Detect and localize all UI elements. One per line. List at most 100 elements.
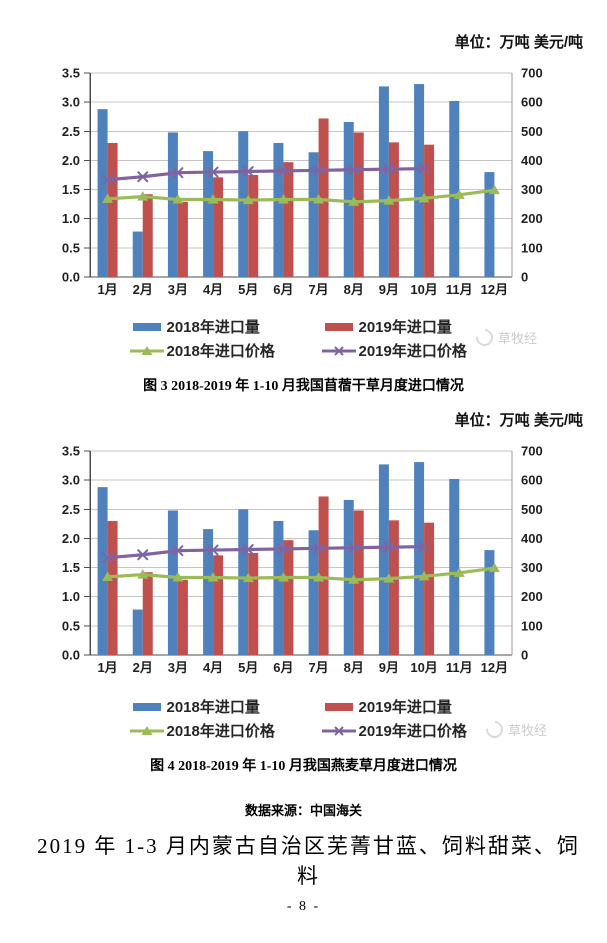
- legend-row: 2018年进口价格 2019年进口价格: [0, 340, 607, 361]
- legend-bar-swatch-icon: [324, 322, 353, 331]
- legend-item-label: 2018年进口量: [166, 699, 260, 716]
- svg-text:0: 0: [521, 270, 528, 285]
- data-source-line: 数据来源：中国海关: [244, 803, 362, 818]
- svg-text:10月: 10月: [410, 282, 437, 297]
- legend-row: 2018年进口量 2019年进口量: [0, 316, 607, 337]
- figure4-chart-canvas: 0.0 0.5 1.0 1.5 2.0 2.5 3.0 3.5 0 100 200 300 400 500…: [62, 444, 543, 676]
- svg-text:0.5: 0.5: [62, 618, 80, 633]
- svg-text:100: 100: [521, 618, 543, 633]
- svg-text:10月: 10月: [410, 660, 437, 675]
- svg-text:5月: 5月: [238, 660, 258, 675]
- svg-text:300: 300: [521, 182, 543, 197]
- legend-item-label: 2018年进口价格: [166, 723, 275, 740]
- svg-text:7月: 7月: [308, 282, 328, 297]
- figure3-units-label: 单位：万吨 美元/吨: [454, 34, 583, 51]
- svg-text:1.5: 1.5: [62, 560, 80, 575]
- svg-text:11月: 11月: [446, 660, 473, 675]
- legend-item: 2019年进口量: [321, 316, 479, 337]
- svg-text:2.0: 2.0: [62, 531, 80, 546]
- legend-x-line-icon: [321, 345, 356, 356]
- watermark-text: 草牧经: [498, 331, 538, 346]
- svg-text:5月: 5月: [238, 282, 258, 297]
- svg-text:600: 600: [521, 95, 543, 110]
- legend-row: 2018年进口量 2019年进口量: [0, 696, 607, 717]
- figure4-caption: 图 4 2018-2019 年 1-10 月我国燕麦草月度进口情况: [150, 759, 457, 774]
- legend-item: 2018年进口量: [129, 316, 287, 337]
- svg-text:200: 200: [521, 589, 543, 604]
- svg-text:6月: 6月: [273, 282, 293, 297]
- svg-text:2月: 2月: [133, 660, 153, 675]
- svg-text:1.0: 1.0: [62, 211, 80, 226]
- legend-row: 2018年进口价格 2019年进口价格: [0, 720, 607, 741]
- svg-text:3.5: 3.5: [62, 66, 80, 81]
- legend-item: 2019年进口价格: [321, 340, 479, 361]
- legend-item-label: 2018年进口量: [166, 319, 260, 336]
- svg-text:0.0: 0.0: [62, 648, 80, 663]
- svg-text:1.0: 1.0: [62, 589, 80, 604]
- svg-text:0.5: 0.5: [62, 240, 80, 255]
- svg-text:2.5: 2.5: [62, 502, 80, 517]
- svg-text:11月: 11月: [446, 282, 473, 297]
- legend-x-line-icon: [321, 725, 356, 736]
- figure3-chart-canvas: 0.0 0.5 1.0 1.5 2.0 2.5 3.0 3.5 0 100 200 300 400 500…: [62, 66, 543, 298]
- legend-item: 2018年进口价格: [129, 340, 287, 361]
- svg-text:3月: 3月: [168, 282, 188, 297]
- svg-text:4月: 4月: [203, 282, 223, 297]
- legend-item: 2018年进口量: [129, 696, 287, 717]
- svg-text:1.5: 1.5: [62, 182, 80, 197]
- svg-text:3.0: 3.0: [62, 473, 80, 488]
- figure3-legend: 2018年进口量 2019年进口量 2018年进口价格 2019年进口价格: [0, 316, 607, 361]
- svg-text:2.5: 2.5: [62, 124, 80, 139]
- svg-text:2.0: 2.0: [62, 153, 80, 168]
- svg-text:3.0: 3.0: [62, 95, 80, 110]
- svg-text:4月: 4月: [203, 660, 223, 675]
- svg-text:400: 400: [521, 153, 543, 168]
- legend-triangle-line-icon: [129, 725, 164, 735]
- legend-triangle-line-icon: [129, 345, 164, 355]
- svg-text:7月: 7月: [308, 660, 328, 675]
- legend-item-label: 2018年进口价格: [166, 343, 275, 360]
- watermark-text: 草牧经: [508, 723, 548, 738]
- legend-bar-swatch-icon: [324, 702, 353, 711]
- legend-bar-swatch-icon: [132, 322, 161, 331]
- page-number: - 8 -: [286, 899, 321, 914]
- figure3-watermark: 草牧经: [472, 325, 538, 350]
- svg-text:0: 0: [521, 648, 528, 663]
- svg-text:8月: 8月: [344, 660, 364, 675]
- svg-text:12月: 12月: [481, 282, 508, 297]
- watermark-logo-icon: [482, 717, 507, 742]
- legend-item: 2019年进口价格: [321, 720, 479, 741]
- svg-text:300: 300: [521, 560, 543, 575]
- legend-item: 2018年进口价格: [129, 720, 287, 741]
- legend-item: 2019年进口量: [321, 696, 479, 717]
- svg-text:8月: 8月: [344, 282, 364, 297]
- svg-text:400: 400: [521, 531, 543, 546]
- svg-text:600: 600: [521, 473, 543, 488]
- legend-item-label: 2019年进口价格: [358, 343, 467, 360]
- legend-item-label: 2019年进口价格: [358, 723, 467, 740]
- svg-text:700: 700: [521, 66, 543, 81]
- svg-text:500: 500: [521, 124, 543, 139]
- legend-bar-swatch-icon: [132, 702, 161, 711]
- svg-text:200: 200: [521, 211, 543, 226]
- svg-text:0.0: 0.0: [62, 270, 80, 285]
- svg-text:500: 500: [521, 502, 543, 517]
- svg-text:12月: 12月: [481, 660, 508, 675]
- figure4-watermark: 草牧经: [482, 717, 548, 742]
- svg-text:1月: 1月: [97, 282, 117, 297]
- legend-item-label: 2019年进口量: [358, 699, 452, 716]
- svg-text:100: 100: [521, 240, 543, 255]
- svg-text:9月: 9月: [379, 282, 399, 297]
- watermark-logo-icon: [472, 325, 497, 350]
- section-heading: 2019 年 1-3 月内蒙古自治区芜菁甘蓝、饲料甜菜、饲料: [37, 834, 580, 888]
- svg-text:2月: 2月: [133, 282, 153, 297]
- figure4-units-label: 单位：万吨 美元/吨: [454, 412, 583, 429]
- svg-text:6月: 6月: [273, 660, 293, 675]
- figure4-legend: 2018年进口量 2019年进口量 2018年进口价格 2019年进口价格: [0, 696, 607, 741]
- svg-text:1月: 1月: [97, 660, 117, 675]
- svg-text:3.5: 3.5: [62, 444, 80, 459]
- legend-item-label: 2019年进口量: [358, 319, 452, 336]
- svg-text:3月: 3月: [168, 660, 188, 675]
- svg-text:700: 700: [521, 444, 543, 459]
